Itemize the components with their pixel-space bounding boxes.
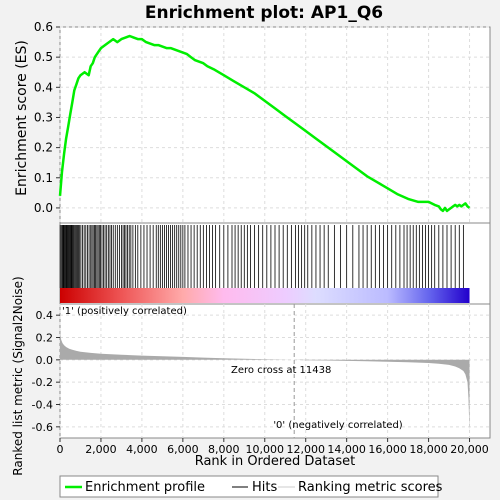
es-y-tick-label: 0.5 [34, 50, 53, 64]
zero-cross-label: Zero cross at 11438 [231, 365, 331, 376]
metric-y-tick-label: 0.0 [36, 354, 54, 367]
es-y-axis-label: Enrichment score (ES) [14, 40, 30, 196]
x-tick-label: 2,000 [85, 443, 117, 456]
es-y-tick-label: 0.0 [34, 201, 53, 215]
x-tick-label: 16,000 [368, 443, 407, 456]
x-tick-label: 18,000 [409, 443, 448, 456]
metric-y-tick-label: -0.6 [32, 421, 53, 434]
x-tick-label: 20,000 [450, 443, 489, 456]
es-y-tick-label: 0.1 [34, 171, 53, 185]
es-y-tick-label: 0.6 [34, 20, 53, 34]
x-tick-label: 4,000 [126, 443, 158, 456]
es-y-tick-label: 0.4 [34, 80, 53, 94]
es-y-ticks: 0.0 0.1 0.2 0.3 0.4 0.5 0.6 [34, 20, 60, 215]
metric-y-tick-label: -0.2 [32, 376, 53, 389]
metric-y-axis-label: Ranked list metric (Signal2Noise) [11, 276, 25, 475]
metric-y-tick-label: 0.4 [36, 309, 54, 322]
metric-y-tick-label: 0.2 [36, 332, 54, 345]
metric-y-tick-label: -0.4 [32, 399, 53, 412]
positive-correlation-label: '1' (positively correlated) [62, 306, 187, 317]
legend-hits-label: Hits [252, 480, 277, 495]
metric-y-ticks: -0.6 -0.4 -0.2 0.0 0.2 0.4 [32, 309, 60, 434]
ranking-gradient-bar [60, 288, 470, 303]
chart-title: Enrichment plot: AP1_Q6 [145, 3, 383, 23]
legend-metric-label: Ranking metric scores [298, 480, 443, 495]
x-axis-label: Rank in Ordered Dataset [195, 454, 356, 469]
x-tick-label: 0 [57, 443, 64, 456]
es-y-tick-label: 0.3 [34, 110, 53, 124]
es-panel-background [60, 27, 490, 223]
legend: Enrichment profile Hits Ranking metric s… [60, 476, 443, 497]
es-panel: 0.0 0.1 0.2 0.3 0.4 0.5 0.6 Enrichment score (… [14, 20, 490, 223]
es-y-tick-label: 0.2 [34, 141, 53, 155]
legend-enrichment-label: Enrichment profile [85, 480, 205, 495]
negative-correlation-label: '0' (negatively correlated) [273, 420, 402, 431]
hits-panel [60, 223, 490, 304]
